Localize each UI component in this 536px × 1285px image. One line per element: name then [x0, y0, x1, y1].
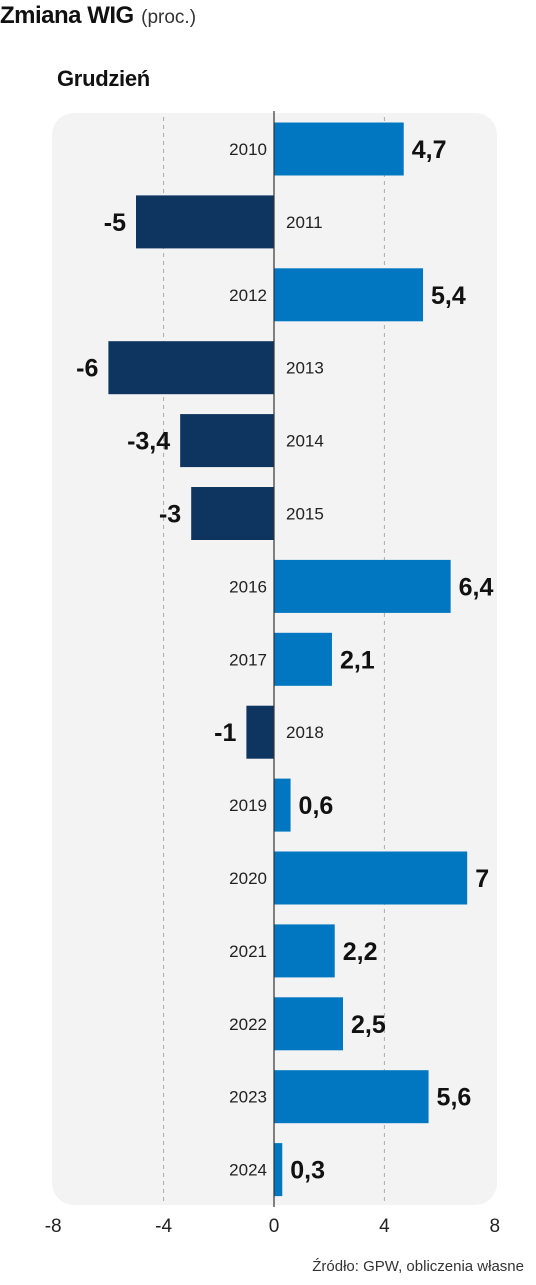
- chart-unit: (proc.): [141, 7, 197, 28]
- value-label: 4,7: [412, 136, 447, 164]
- value-label: -1: [214, 719, 236, 747]
- year-label: 2023: [229, 1088, 267, 1107]
- x-tick-label: 0: [269, 1216, 280, 1237]
- year-label: 2015: [286, 505, 324, 524]
- bar-2015: [191, 487, 274, 540]
- bar-2020: [274, 851, 468, 905]
- x-tick-label: -4: [155, 1216, 172, 1237]
- bar-2019: [274, 778, 291, 832]
- year-label: 2018: [286, 723, 324, 742]
- bar-2023: [274, 1070, 429, 1124]
- value-label: -5: [104, 209, 126, 237]
- bar-2016: [274, 559, 451, 613]
- year-label: 2011: [286, 213, 323, 232]
- bar-2013: [108, 341, 275, 395]
- bar-2012: [274, 268, 424, 322]
- value-label: 2,5: [351, 1011, 386, 1039]
- year-label: 2013: [286, 359, 324, 378]
- source-note: Źródło: GPW, obliczenia własne: [312, 1258, 524, 1275]
- x-tick-label: 8: [490, 1216, 501, 1237]
- year-label: 2014: [286, 432, 324, 451]
- chart-title: Zmiana WIG (proc.): [0, 2, 196, 30]
- year-label: 2024: [229, 1161, 267, 1180]
- x-tick-label: -8: [45, 1216, 62, 1237]
- value-label: 0,6: [299, 792, 334, 820]
- year-label: 2017: [229, 650, 267, 669]
- year-label: 2022: [229, 1015, 267, 1034]
- bar-2010: [274, 122, 404, 176]
- value-label: 0,3: [290, 1157, 325, 1185]
- value-label: 6,4: [459, 573, 494, 601]
- value-label: -6: [76, 355, 98, 383]
- value-label: -3,4: [127, 428, 170, 456]
- bar-2021: [274, 924, 335, 978]
- chart-subtitle: Grudzień: [57, 66, 150, 91]
- value-label: 5,6: [437, 1084, 472, 1112]
- x-tick-label: 4: [379, 1216, 390, 1237]
- year-label: 2020: [229, 869, 267, 888]
- bar-2018: [246, 705, 274, 759]
- bar-2011: [136, 195, 274, 249]
- year-label: 2010: [229, 140, 267, 159]
- year-label: 2021: [229, 942, 267, 961]
- year-label: 2019: [229, 796, 267, 815]
- value-label: 7: [475, 865, 489, 893]
- year-label: 2016: [229, 577, 267, 596]
- bar-2024: [274, 1143, 283, 1197]
- bar-2017: [274, 632, 332, 686]
- value-label: 5,4: [431, 282, 466, 310]
- chart-title-text: Zmiana WIG: [0, 2, 134, 29]
- value-label: 2,2: [343, 938, 378, 966]
- bar-2014: [180, 414, 274, 468]
- value-label: 2,1: [340, 646, 375, 674]
- value-label: -3: [159, 501, 181, 529]
- bar-2022: [274, 997, 343, 1051]
- year-label: 2012: [229, 286, 267, 305]
